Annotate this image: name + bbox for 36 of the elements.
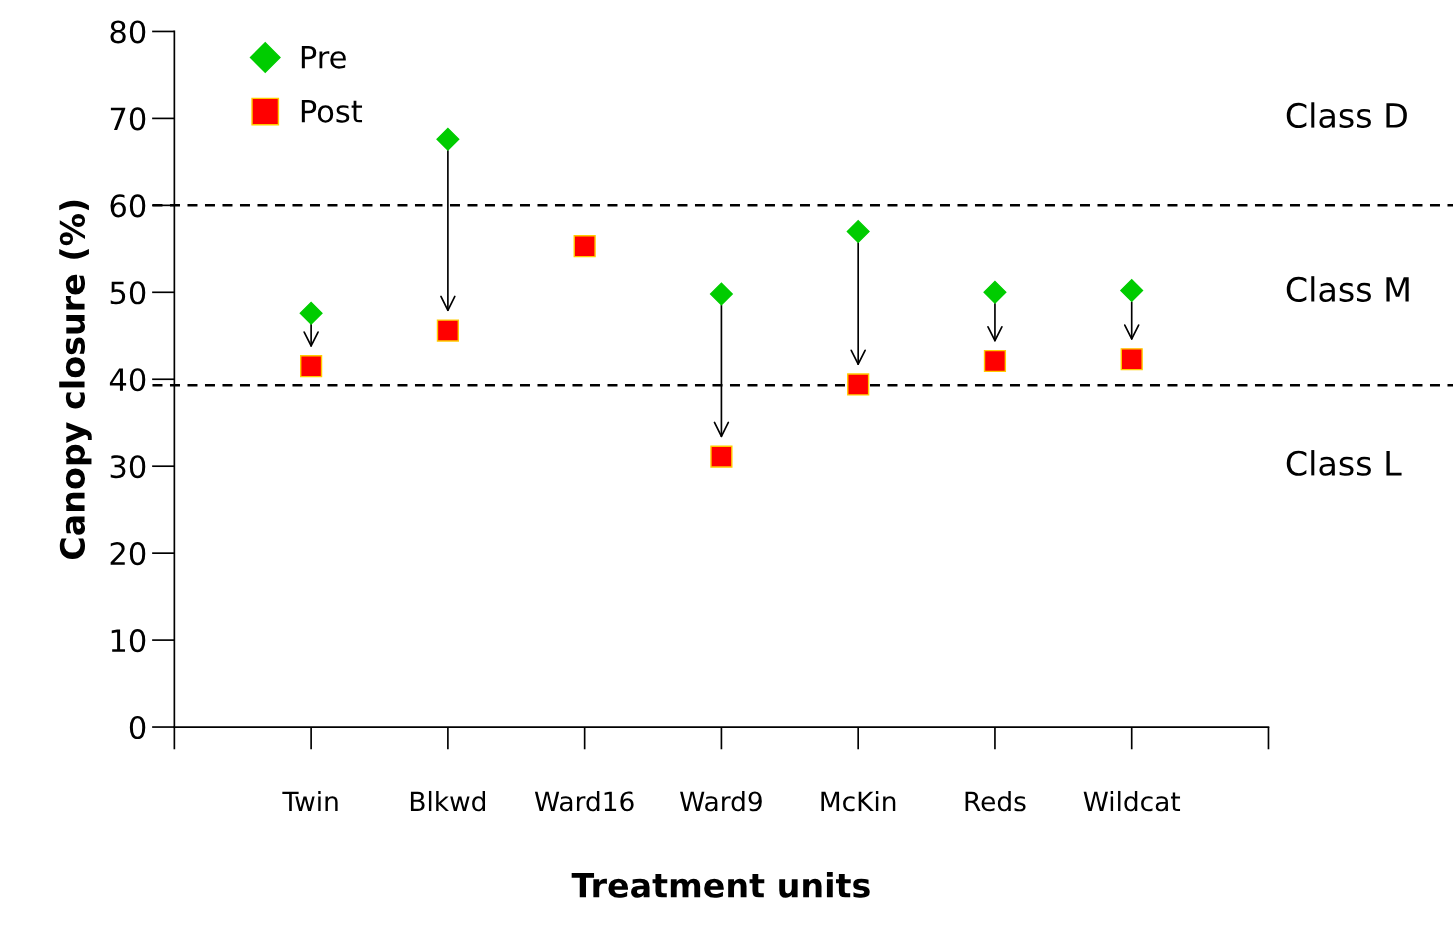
point bbox=[436, 127, 460, 151]
x-tick-label: Twin bbox=[282, 790, 338, 811]
y-tick-label: 30 bbox=[110, 455, 146, 479]
x-tick-label: McKin bbox=[821, 790, 896, 812]
y-tick-label: 50 bbox=[110, 281, 146, 305]
y-tick-label: 20 bbox=[110, 542, 146, 566]
x-tick-label: Wildcat bbox=[1083, 790, 1181, 812]
text: Class L bbox=[1286, 450, 1402, 476]
point bbox=[710, 445, 733, 468]
y-axis-title: Canopy closure (%) bbox=[59, 200, 92, 560]
legend-label: Post bbox=[301, 100, 363, 123]
point bbox=[1120, 348, 1143, 371]
x-tick-label: Ward9 bbox=[680, 790, 762, 812]
y-tick-label: 60 bbox=[110, 194, 146, 218]
point bbox=[436, 319, 459, 342]
x-tick-label: Reds bbox=[965, 790, 1026, 812]
x-tick-label: Ward16 bbox=[534, 790, 634, 812]
point bbox=[983, 280, 1007, 304]
point bbox=[847, 373, 870, 396]
legend-label: Pre bbox=[301, 45, 346, 69]
point bbox=[573, 235, 596, 258]
point bbox=[846, 219, 870, 243]
text: Class D bbox=[1286, 102, 1407, 129]
point bbox=[1120, 279, 1144, 303]
y-tick-label: 0 bbox=[129, 715, 146, 740]
point bbox=[983, 349, 1007, 373]
x-axis-title: Treatment units bbox=[571, 872, 870, 898]
x-tick-label: Blkwd bbox=[410, 790, 486, 812]
text: Class M bbox=[1286, 276, 1409, 302]
y-tick-label: 70 bbox=[110, 107, 146, 131]
point bbox=[709, 282, 733, 306]
point bbox=[299, 301, 323, 325]
y-tick-label: 80 bbox=[110, 20, 146, 44]
y-tick-label: 10 bbox=[111, 629, 146, 653]
point bbox=[300, 355, 323, 378]
y-tick-label: 40 bbox=[109, 368, 146, 392]
